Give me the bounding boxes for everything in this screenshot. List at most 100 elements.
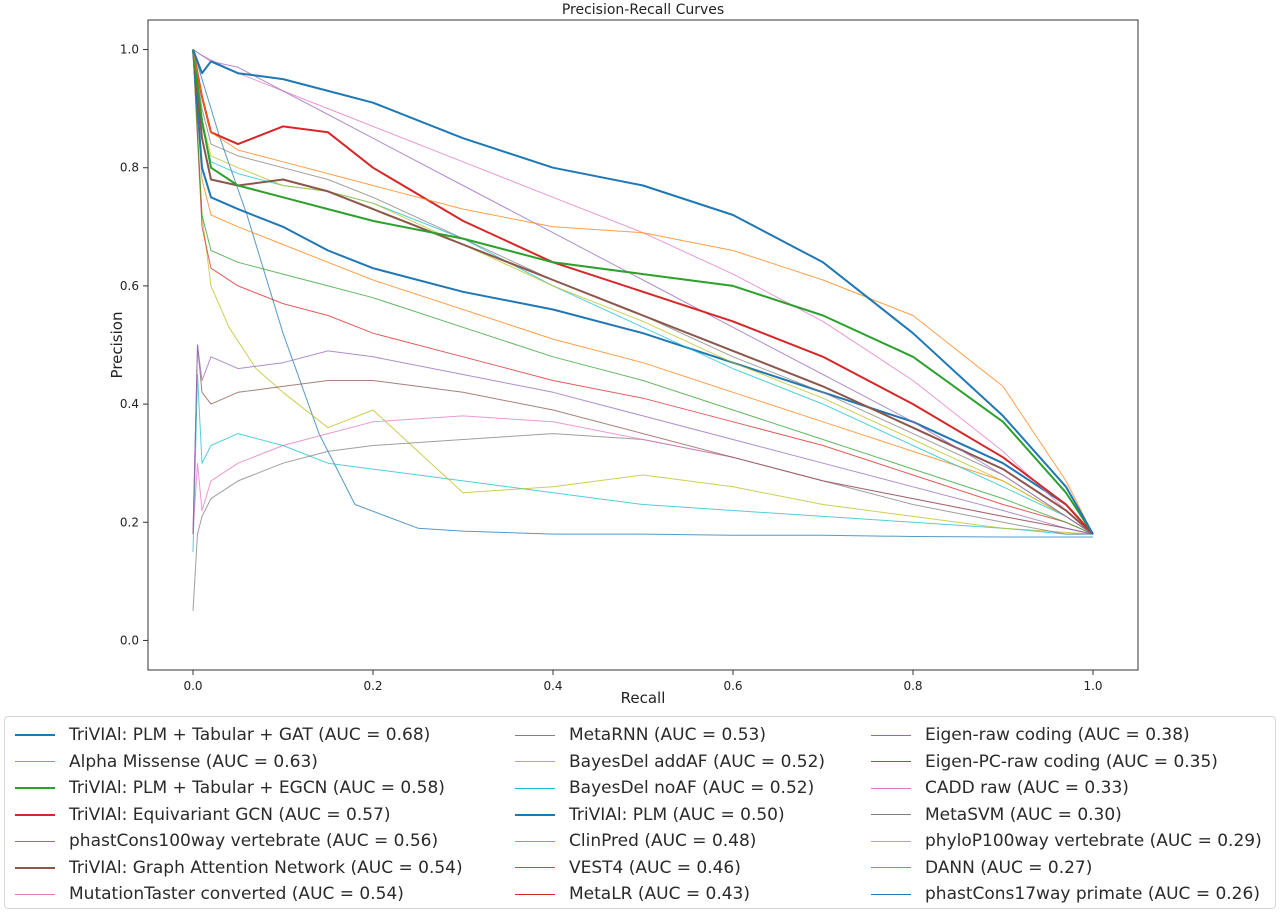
legend-label: Alpha Missense (AUC = 0.63) — [69, 751, 318, 772]
legend-item: DANN (AUC = 0.27) — [871, 856, 1092, 880]
legend-item: Eigen-raw coding (AUC = 0.38) — [871, 723, 1190, 747]
x-tick-label: 0.0 — [183, 679, 202, 693]
series-line-1 — [192, 49, 1094, 535]
series-line-18 — [192, 433, 1093, 611]
legend: TriVIAl: PLM + Tabular + GAT (AUC = 0.68… — [4, 716, 1276, 909]
legend-label: MetaSVM (AUC = 0.30) — [925, 804, 1122, 825]
legend-swatch — [871, 761, 911, 762]
series-line-13 — [192, 49, 1094, 535]
legend-label: CADD raw (AUC = 0.33) — [925, 778, 1129, 798]
y-tick-label: 0.2 — [120, 515, 139, 529]
x-axis-ticks: 0.0 0.2 0.4 0.6 0.8 1.0 — [183, 670, 1103, 693]
x-tick-label: 1.0 — [1083, 679, 1102, 693]
legend-item: TriVIAl: PLM + Tabular + EGCN (AUC = 0.5… — [15, 776, 445, 800]
series-line-19 — [192, 49, 1094, 535]
legend-label: MetaLR (AUC = 0.43) — [569, 884, 751, 904]
legend-label: MutationTaster converted (AUC = 0.54) — [69, 884, 404, 904]
series-line-2 — [192, 49, 1094, 535]
legend-swatch — [871, 734, 911, 736]
series-line-4 — [192, 49, 1094, 535]
series-line-21 — [192, 49, 1093, 538]
legend-swatch — [871, 814, 911, 815]
series-line-8 — [192, 49, 1094, 535]
pr-curve-chart: Precision-Recall Curves 0.0 0.2 0.4 0.6 0.8 1… — [108, 2, 1139, 707]
legend-swatch — [515, 787, 555, 789]
legend-label: phyloP100way vertebrate (AUC = 0.29) — [925, 831, 1262, 851]
y-tick-label: 0.6 — [120, 279, 139, 293]
legend-item: MetaRNN (AUC = 0.53) — [515, 723, 766, 747]
series-lines — [192, 49, 1094, 611]
series-line-3 — [192, 49, 1094, 535]
legend-label: BayesDel addAF (AUC = 0.52) — [569, 751, 826, 772]
legend-item: CADD raw (AUC = 0.33) — [871, 776, 1129, 800]
legend-item: TriVIAl: PLM (AUC = 0.50) — [515, 803, 785, 827]
legend-swatch — [871, 867, 911, 868]
series-line-7 — [192, 49, 1094, 535]
legend-label: phastCons100way vertebrate (AUC = 0.56) — [69, 831, 439, 851]
legend-label: ClinPred (AUC = 0.48) — [569, 831, 757, 851]
x-axis-label: Recall — [621, 689, 666, 707]
legend-swatch — [15, 813, 55, 816]
legend-item: Eigen-PC-raw coding (AUC = 0.35) — [871, 750, 1218, 774]
series-line-16 — [192, 344, 1094, 535]
legend-swatch — [515, 734, 555, 736]
legend-swatch — [15, 787, 55, 789]
legend-swatch — [15, 893, 55, 895]
legend-swatch — [515, 813, 555, 816]
legend-label: TriVIAl: PLM + Tabular + EGCN (AUC = 0.5… — [69, 778, 445, 798]
series-line-15 — [192, 344, 1094, 535]
legend-label: Eigen-raw coding (AUC = 0.38) — [925, 725, 1190, 745]
series-line-5 — [192, 49, 1094, 535]
legend-item: MutationTaster converted (AUC = 0.54) — [15, 882, 404, 906]
legend-item: TriVIAl: PLM + Tabular + GAT (AUC = 0.68… — [15, 723, 430, 747]
series-line-9 — [192, 49, 1094, 535]
legend-label: VEST4 (AUC = 0.46) — [569, 857, 741, 878]
legend-swatch — [515, 761, 555, 762]
x-tick-label: 0.6 — [723, 679, 742, 693]
legend-label: DANN (AUC = 0.27) — [925, 857, 1093, 878]
legend-label: TriVIAl: PLM + Tabular + GAT (AUC = 0.68… — [69, 725, 431, 745]
legend-label: BayesDel noAF (AUC = 0.52) — [569, 778, 815, 798]
legend-label: TriVIAl: Equivariant GCN (AUC = 0.57) — [69, 804, 391, 825]
legend-item: TriVIAl: Equivariant GCN (AUC = 0.57) — [15, 803, 390, 827]
legend-label: Eigen-PC-raw coding (AUC = 0.35) — [925, 751, 1218, 772]
plot-area — [147, 19, 1139, 671]
legend-item: phyloP100way vertebrate (AUC = 0.29) — [871, 829, 1262, 853]
legend-item: ClinPred (AUC = 0.48) — [515, 829, 756, 853]
legend-item: BayesDel addAF (AUC = 0.52) — [515, 750, 825, 774]
legend-label: TriVIAl: Graph Attention Network (AUC = … — [69, 857, 463, 878]
series-line-20 — [192, 374, 1093, 552]
legend-swatch — [15, 866, 55, 869]
series-line-11 — [192, 49, 1094, 535]
legend-swatch — [515, 840, 555, 842]
legend-swatch — [515, 893, 555, 895]
y-tick-label: 0.4 — [120, 397, 139, 411]
legend-item: MetaLR (AUC = 0.43) — [515, 882, 750, 906]
x-tick-label: 0.8 — [903, 679, 922, 693]
y-tick-label: 0.8 — [120, 161, 139, 175]
y-tick-label: 1.0 — [120, 43, 139, 57]
y-axis-label: Precision — [108, 312, 126, 379]
legend-label: TriVIAl: PLM (AUC = 0.50) — [569, 804, 785, 825]
series-line-14 — [192, 49, 1094, 535]
legend-item: phastCons100way vertebrate (AUC = 0.56) — [15, 829, 438, 853]
legend-swatch — [871, 840, 911, 842]
y-tick-label: 0.0 — [120, 633, 139, 647]
legend-swatch — [15, 761, 55, 762]
legend-item: MetaSVM (AUC = 0.30) — [871, 803, 1122, 827]
x-tick-label: 0.2 — [363, 679, 382, 693]
legend-item: VEST4 (AUC = 0.46) — [515, 856, 741, 880]
x-tick-label: 0.4 — [543, 679, 562, 693]
legend-swatch — [15, 840, 55, 842]
legend-item: TriVIAl: Graph Attention Network (AUC = … — [15, 856, 463, 880]
y-axis-ticks: 0.0 0.2 0.4 0.6 0.8 1.0 — [120, 43, 148, 647]
legend-label: MetaRNN (AUC = 0.53) — [569, 725, 766, 745]
legend-swatch — [871, 893, 911, 895]
legend-label: phastCons17way primate (AUC = 0.26) — [925, 884, 1260, 904]
legend-swatch — [871, 787, 911, 789]
legend-swatch — [515, 867, 555, 868]
legend-item: Alpha Missense (AUC = 0.63) — [15, 750, 318, 774]
legend-item: phastCons17way primate (AUC = 0.26) — [871, 882, 1260, 906]
chart-title: Precision-Recall Curves — [562, 2, 724, 18]
legend-item: BayesDel noAF (AUC = 0.52) — [515, 776, 814, 800]
